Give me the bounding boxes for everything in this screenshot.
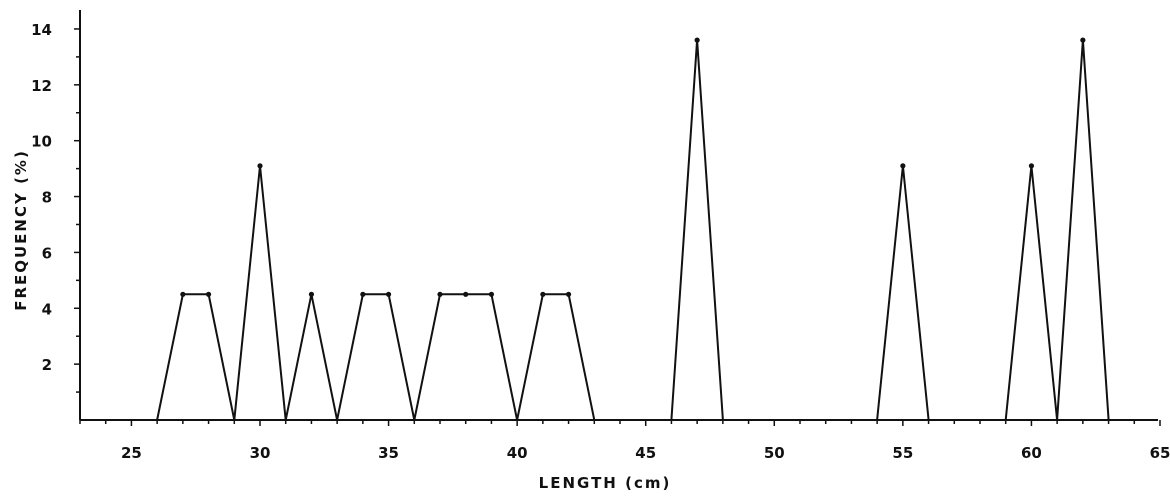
y-tick-label: 12 — [31, 77, 52, 95]
data-layer — [156, 37, 1110, 421]
x-tick-label: 25 — [121, 444, 142, 462]
y-tick-label: 6 — [42, 244, 52, 262]
data-point — [437, 291, 443, 297]
x-tick-label: 35 — [378, 444, 399, 462]
data-point — [1028, 163, 1035, 169]
data-point — [360, 291, 366, 297]
series-line — [156, 40, 1110, 421]
x-ticks: 25 30 35 40 45 50 55 60 65 — [79, 420, 1170, 462]
data-point — [463, 291, 469, 297]
y-tick-label: 2 — [42, 356, 52, 374]
data-point — [694, 37, 700, 43]
x-tick-label: 40 — [507, 444, 528, 462]
data-point — [385, 291, 392, 297]
data-point — [308, 291, 315, 297]
data-point — [257, 163, 263, 169]
data-point — [488, 291, 495, 297]
data-point — [180, 291, 186, 297]
y-axis-title: FREQUENCY (%) — [12, 149, 30, 311]
data-point — [205, 291, 212, 297]
y-tick-label: 14 — [31, 21, 52, 39]
x-tick-label: 65 — [1150, 444, 1170, 462]
y-tick-label: 10 — [31, 133, 52, 151]
x-tick-label: 45 — [635, 444, 656, 462]
y-ticks: 2 4 6 8 10 12 14 — [31, 21, 80, 393]
x-tick-label: 50 — [764, 444, 785, 462]
x-tick-label: 55 — [892, 444, 913, 462]
data-point — [565, 291, 572, 297]
data-point — [900, 163, 906, 169]
x-axis-title: LENGTH (cm) — [539, 474, 672, 492]
y-tick-label: 8 — [42, 189, 52, 207]
x-tick-label: 30 — [250, 444, 271, 462]
x-tick-label: 60 — [1021, 444, 1042, 462]
data-point — [540, 291, 546, 297]
y-tick-label: 4 — [42, 300, 52, 318]
axes — [79, 10, 1158, 421]
data-point — [1080, 37, 1086, 43]
